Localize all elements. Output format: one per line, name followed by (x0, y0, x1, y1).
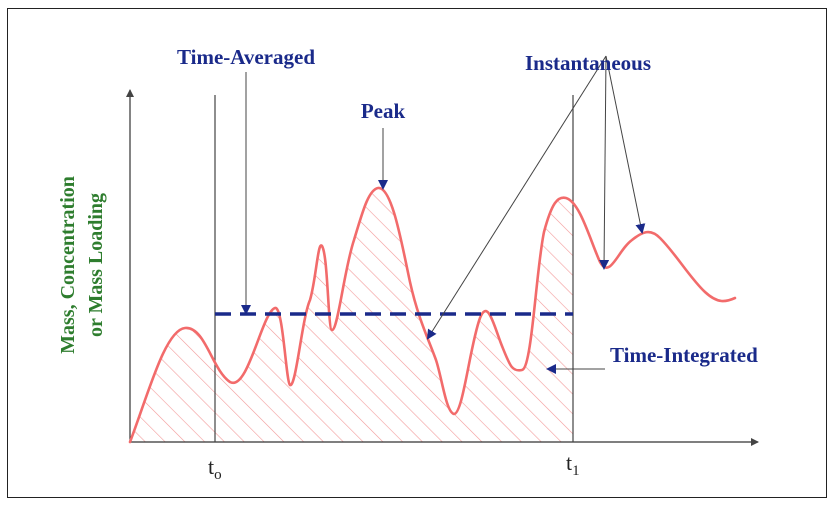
y-axis-label-line1: Mass, Concentration (57, 176, 79, 354)
instantaneous-arrow-3 (605, 55, 646, 234)
t0-tick-label: to (208, 454, 222, 483)
peak-label: Peak (361, 99, 406, 123)
diagram-frame (7, 8, 827, 498)
time-averaged-label: Time-Averaged (177, 45, 315, 69)
y-axis-label-line2: or Mass Loading (85, 193, 107, 337)
instantaneous-arrow-1 (426, 55, 607, 340)
time-integrated-label: Time-Integrated (610, 343, 758, 367)
t1-tick-label: t1 (566, 450, 580, 479)
instantaneous-label: Instantaneous (525, 51, 651, 75)
instantaneous-arrow-2 (599, 55, 610, 270)
